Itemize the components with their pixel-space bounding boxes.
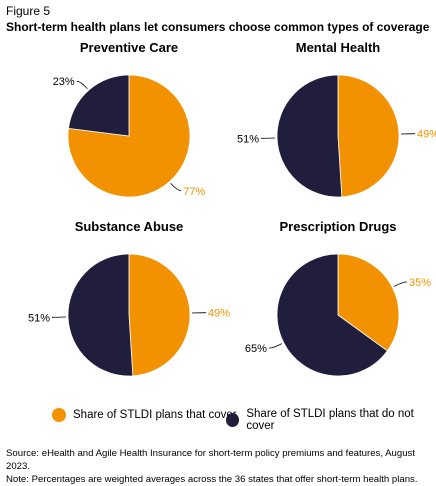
leader-line-prescription-drugs-cover	[394, 282, 407, 287]
legend-label-not-cover: Share of STLDI plans that do not cover	[246, 408, 436, 432]
note-text: Note: Percentages are weighted averages …	[6, 473, 436, 486]
chart-title-preventive-care: Preventive Care	[80, 40, 178, 55]
chart-title-mental-health: Mental Health	[296, 40, 381, 55]
pie-slice-preventive-care-not-cover	[68, 75, 129, 136]
data-label-preventive-care-cover: 77%	[183, 186, 205, 198]
data-label-mental-health-not-cover: 51%	[237, 133, 259, 145]
data-label-prescription-drugs-not-cover: 65%	[245, 343, 267, 355]
data-label-preventive-care-not-cover: 23%	[53, 76, 75, 88]
legend-label-cover: Share of STLDI plans that cover	[73, 409, 237, 421]
chart-title-substance-abuse: Substance Abuse	[75, 219, 184, 234]
legend: Share of STLDI plans that cover Share of…	[0, 408, 436, 428]
source-text: Source: eHealth and Agile Health Insuran…	[6, 447, 436, 473]
pie-slice-substance-abuse-cover	[129, 254, 190, 376]
pie-slice-mental-health-cover	[338, 75, 399, 197]
data-label-substance-abuse-cover: 49%	[208, 308, 230, 320]
data-label-prescription-drugs-cover: 35%	[409, 277, 431, 289]
pie-slice-substance-abuse-not-cover	[68, 254, 133, 376]
leader-line-preventive-care-cover	[171, 183, 182, 191]
legend-item-not-cover: Share of STLDI plans that do not cover	[226, 408, 436, 432]
data-label-mental-health-cover: 49%	[417, 129, 436, 141]
legend-swatch-not-cover	[226, 413, 239, 427]
pie-slice-mental-health-not-cover	[277, 75, 342, 197]
data-label-substance-abuse-not-cover: 51%	[28, 312, 50, 324]
leader-line-preventive-care-not-cover	[77, 81, 88, 89]
leader-line-prescription-drugs-not-cover	[269, 344, 282, 349]
legend-item-cover: Share of STLDI plans that cover	[52, 408, 237, 422]
legend-swatch-cover	[52, 408, 66, 422]
source-note: Source: eHealth and Agile Health Insuran…	[6, 447, 436, 486]
chart-title-prescription-drugs: Prescription Drugs	[279, 219, 396, 234]
